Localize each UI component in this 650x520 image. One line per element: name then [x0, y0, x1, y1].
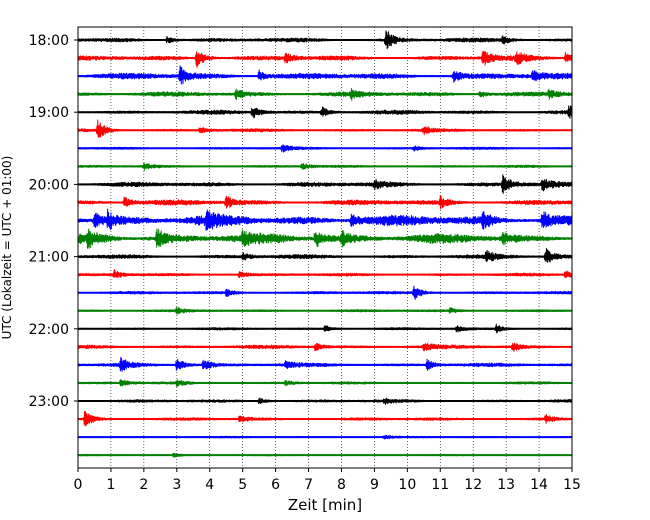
x-tick-label: 3 [172, 477, 181, 493]
x-tick-label: 4 [205, 477, 214, 493]
trace-2230 [77, 356, 573, 372]
x-tick-label: 13 [497, 477, 515, 493]
x-tick-label: 7 [304, 477, 313, 493]
x-tick-label: 2 [139, 477, 148, 493]
x-tick-label: 1 [106, 477, 115, 493]
y-axis-label: UTC (Lokalzeit = UTC + 01:00) [0, 156, 14, 340]
x-tick-label: 6 [271, 477, 280, 493]
trace-2200 [77, 323, 573, 334]
x-tick-label: 5 [238, 477, 247, 493]
x-axis-label: Zeit [min] [288, 496, 362, 514]
y-tick-label: 21:00 [29, 250, 69, 266]
trace-1930 [77, 144, 573, 153]
plot-frame [77, 26, 573, 469]
x-tick-label: 15 [563, 477, 581, 493]
y-tick-label: 18:00 [29, 33, 69, 49]
x-tick-label: 8 [337, 477, 346, 493]
x-tick-label: 10 [398, 477, 416, 493]
trace-2215 [77, 342, 573, 352]
trace-1800 [77, 30, 573, 50]
y-tick-label: 19:00 [29, 105, 69, 121]
trace-2045 [77, 228, 573, 249]
trace-1915 [77, 119, 573, 138]
trace-1845 [77, 88, 573, 101]
x-axis-ticks: 0 1 2 3 4 5 6 7 8 9 10 11 12 13 14 15 [74, 468, 581, 493]
trace-2100 [77, 248, 573, 263]
trace-2000 [77, 174, 573, 194]
y-tick-label: 23:00 [29, 394, 69, 410]
y-tick-label: 22:00 [29, 322, 69, 338]
x-tick-label: 11 [431, 477, 449, 493]
x-tick-label: 14 [530, 477, 548, 493]
trace-2115 [77, 269, 573, 279]
x-tick-label: 0 [74, 477, 83, 493]
trace-2030 [77, 208, 573, 231]
trace-2345 [77, 452, 573, 458]
trace-1900 [77, 105, 573, 119]
trace-2315 [77, 410, 573, 427]
x-tick-label: 12 [464, 477, 482, 493]
trace-2145 [77, 306, 573, 315]
trace-layer [77, 30, 573, 458]
trace-1815 [77, 50, 573, 69]
y-axis-ticks: 18:00 19:00 20:00 21:00 22:00 23:00 [29, 33, 78, 410]
trace-2245 [77, 379, 573, 387]
trace-2330 [77, 434, 573, 440]
trace-2300 [77, 397, 573, 405]
y-tick-label: 20:00 [29, 177, 69, 193]
trace-1945 [77, 162, 573, 171]
trace-1830 [77, 65, 573, 85]
trace-2130 [77, 285, 573, 301]
trace-2015 [77, 194, 573, 210]
x-tick-label: 9 [370, 477, 379, 493]
